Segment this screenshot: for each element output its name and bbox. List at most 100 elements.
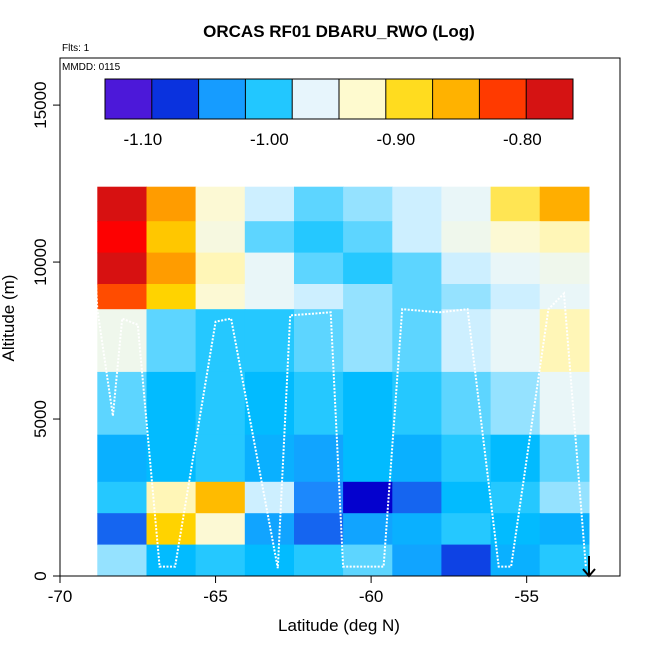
colorbar-segment-0 [105,79,153,119]
heatmap-cell-1-8 [490,221,541,254]
heatmap-cell-7-3 [244,481,295,514]
heatmap-cell-3-4 [294,284,344,310]
flight-track [90,189,587,569]
colorbar [104,78,574,120]
y-tick-label-2: 10000 [31,238,50,285]
colorbar-tick-label-0: -1.10 [124,130,163,149]
heatmap-cell-5-2 [195,371,246,436]
heatmap-cell-2-8 [490,252,541,285]
heatmap-cell-1-4 [294,221,344,254]
heatmap-cell-1-0 [97,221,148,254]
heatmap-cell-3-0 [97,284,148,310]
heatmap-cell-1-6 [392,221,443,254]
heatmap-cell-2-1 [146,252,197,285]
heatmap-cell-4-8 [490,309,541,373]
heatmap-cell-2-0 [97,252,148,285]
x-tick-label-3: -55 [514,587,539,606]
heatmap-cell-6-2 [195,434,246,483]
heatmap-cell-9-5 [343,544,393,576]
heatmap-cell-3-5 [343,284,393,310]
heatmap-cell-4-7 [441,309,492,373]
x-axis: -70 -65 -60 -55 [48,575,539,606]
heatmap-cell-5-8 [490,371,541,436]
heatmap-cells [97,186,590,576]
colorbar-segment-5 [339,79,387,119]
heatmap-cell-1-3 [244,221,295,254]
colorbar-segment-1 [151,79,200,119]
heatmap-cell-9-7 [441,544,492,576]
heatmap-cell-3-1 [146,284,197,310]
heatmap-cell-1-1 [146,221,197,254]
heatmap-cell-8-9 [539,513,590,546]
heatmap-cell-2-5 [343,252,393,285]
heatmap-cell-5-3 [244,371,295,436]
heatmap-cell-3-8 [490,284,541,310]
colorbar-segment-4 [292,79,340,119]
heatmap-cell-5-0 [97,371,148,436]
colorbar-tick-label-3: -0.80 [503,130,542,149]
x-tick-label-1: -65 [203,587,228,606]
heatmap-cell-6-3 [244,434,295,483]
heatmap-cell-7-0 [97,481,148,514]
heatmap-cell-1-9 [539,221,590,254]
heatmap-cell-0-0 [97,186,148,222]
y-tick-label-3: 15000 [31,81,50,128]
heatmap-cell-2-7 [441,252,492,285]
x-axis-label: Latitude (deg N) [278,616,400,635]
heatmap-cell-0-3 [244,186,295,222]
heatmap-cell-6-8 [490,434,541,483]
heatmap-cell-9-6 [392,544,443,576]
heatmap-cell-2-2 [195,252,246,285]
heatmap-cell-5-7 [441,371,492,436]
colorbar-tick-labels: -1.10 -1.00 -0.90 -0.80 [124,130,542,149]
y-tick-label-0: 0 [31,571,50,580]
heatmap-cell-5-9 [539,371,590,436]
heatmap-cell-9-3 [244,544,295,576]
heatmap-cell-8-2 [195,513,246,546]
heatmap-cell-3-6 [392,284,443,310]
heatmap-cell-8-1 [146,513,197,546]
colorbar-tick-label-1: -1.00 [250,130,289,149]
colorbar-segment-6 [385,79,434,119]
colorbar-segment-9 [526,79,574,119]
heatmap-cell-7-6 [392,481,443,514]
flights-note: Flts: 1 [62,43,90,54]
heatmap-cell-9-4 [294,544,344,576]
x-tick-label-0: -70 [48,587,73,606]
heatmap-cell-0-1 [146,186,197,222]
heatmap-cell-5-4 [294,371,344,436]
heatmap-cell-7-2 [195,481,246,514]
heatmap-cell-1-2 [195,221,246,254]
heatmap-cell-2-4 [294,252,344,285]
heatmap-cell-9-9 [539,544,590,576]
heatmap-cell-7-5 [343,481,393,514]
heatmap-cell-1-7 [441,221,492,254]
heatmap-cell-8-7 [441,513,492,546]
heatmap-cell-7-4 [294,481,344,514]
colorbar-frame [104,78,574,120]
colorbar-tick-label-2: -0.90 [377,130,416,149]
heatmap-cell-6-5 [343,434,393,483]
colorbar-segment-7 [432,79,480,119]
heatmap-cell-9-0 [97,544,148,576]
heatmap-cell-5-5 [343,371,393,436]
heatmap-cell-6-9 [539,434,590,483]
heatmap-cell-2-6 [392,252,443,285]
mmdd-note: MMDD: 0115 [62,62,121,73]
heatmap-cell-2-9 [539,252,590,285]
heatmap-cell-0-4 [294,186,344,222]
y-axis: 0 5000 10000 15000 [31,81,61,581]
colorbar-segment-2 [198,79,246,119]
heatmap-cell-8-0 [97,513,148,546]
heatmap-cell-0-2 [195,186,246,222]
heatmap-cell-4-2 [195,309,246,373]
plot-area [90,186,590,576]
heatmap-cell-3-7 [441,284,492,310]
heatmap-cell-8-6 [392,513,443,546]
heatmap-cell-6-0 [97,434,148,483]
heatmap-cell-0-5 [343,186,393,222]
heatmap-cell-5-6 [392,371,443,436]
heatmap-cell-6-4 [294,434,344,483]
heatmap-cell-1-5 [343,221,393,254]
heatmap-cell-9-2 [195,544,246,576]
